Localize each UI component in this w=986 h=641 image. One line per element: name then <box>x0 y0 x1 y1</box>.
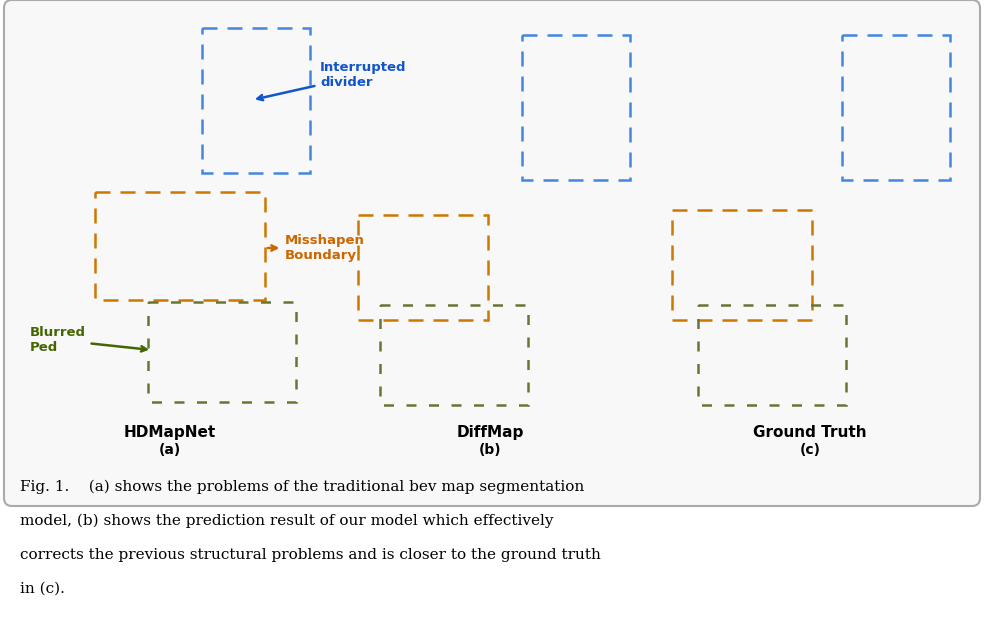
Polygon shape <box>107 213 136 240</box>
Polygon shape <box>702 349 731 388</box>
Polygon shape <box>181 322 213 361</box>
Text: Ground Truth: Ground Truth <box>753 425 867 440</box>
Polygon shape <box>399 209 428 237</box>
Polygon shape <box>103 279 130 303</box>
Point <box>403 243 419 253</box>
Polygon shape <box>708 209 737 237</box>
Point <box>714 220 730 230</box>
Text: Misshapen
Boundary: Misshapen Boundary <box>268 234 365 262</box>
Polygon shape <box>399 342 428 369</box>
Text: Blurred
Ped: Blurred Ped <box>30 326 147 354</box>
Polygon shape <box>405 303 434 330</box>
Text: corrects the previous structural problems and is closer to the ground truth: corrects the previous structural problem… <box>20 548 600 562</box>
Point <box>403 200 419 210</box>
Polygon shape <box>514 260 547 299</box>
Polygon shape <box>103 303 125 338</box>
Point <box>831 317 847 328</box>
Point <box>714 297 730 308</box>
Point <box>825 313 841 324</box>
Polygon shape <box>88 349 113 377</box>
Point <box>714 247 730 257</box>
FancyBboxPatch shape <box>4 0 980 506</box>
Polygon shape <box>100 178 136 205</box>
Text: (b): (b) <box>478 443 501 457</box>
Polygon shape <box>691 303 714 330</box>
Polygon shape <box>113 330 148 361</box>
Polygon shape <box>74 229 103 252</box>
Point <box>408 274 424 285</box>
Polygon shape <box>753 369 776 396</box>
Polygon shape <box>393 248 419 272</box>
Polygon shape <box>199 252 234 291</box>
Text: HDMapNet: HDMapNet <box>124 425 216 440</box>
Point <box>400 297 416 308</box>
Text: (c): (c) <box>800 443 820 457</box>
Text: model, (b) shows the prediction result of our model which effectively: model, (b) shows the prediction result o… <box>20 514 553 528</box>
Polygon shape <box>179 272 205 303</box>
Text: Fig. 1.    (a) shows the problems of the traditional bev map segmentation: Fig. 1. (a) shows the problems of the tr… <box>20 480 585 494</box>
Text: (a): (a) <box>159 443 181 457</box>
Polygon shape <box>502 338 539 377</box>
Text: Interrupted
divider: Interrupted divider <box>257 61 406 100</box>
Polygon shape <box>190 299 228 338</box>
Text: DiffMap: DiffMap <box>457 425 524 440</box>
Point <box>97 254 112 265</box>
Text: in (c).: in (c). <box>20 582 65 596</box>
Point <box>714 196 730 206</box>
Polygon shape <box>708 252 734 276</box>
Point <box>712 282 728 292</box>
